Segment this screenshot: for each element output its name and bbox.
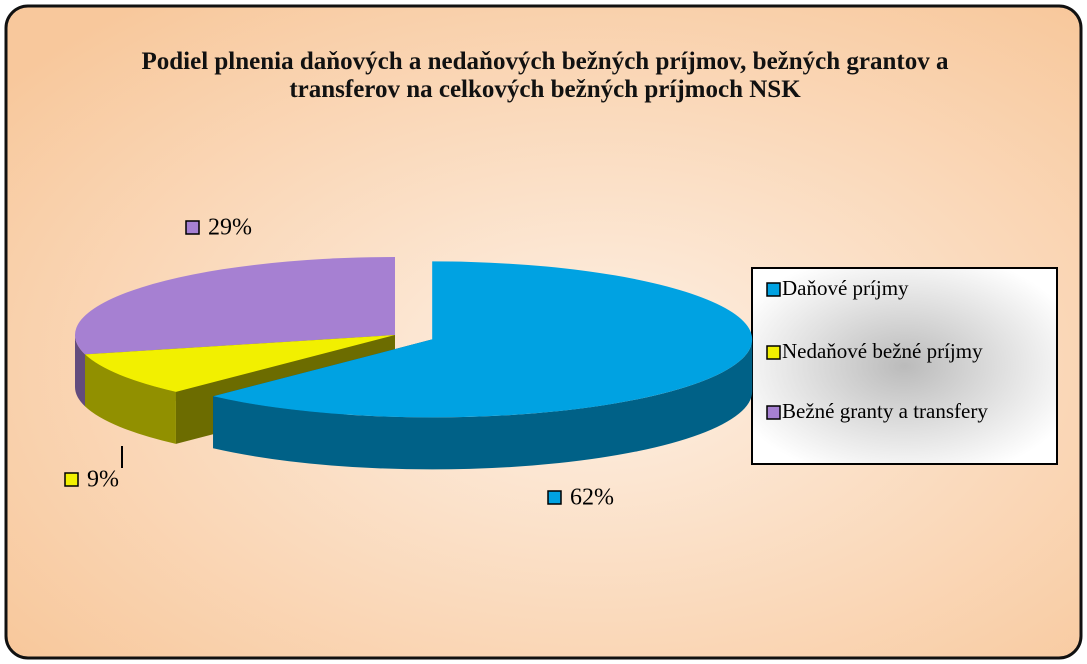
legend-key [766,345,781,360]
data-label: 62% [570,485,614,511]
legend-key [766,282,781,297]
slice [75,257,395,355]
slice-side [213,339,753,470]
slice-side [85,354,176,444]
legend: 62% 9% 29% Daňové príjmy Nedaňové bežné príj… [64,215,988,511]
data-label: 29% [208,215,252,241]
legend-label: Daňové príjmy [782,276,909,300]
legend-box [751,267,1058,465]
data-label-key [547,490,562,505]
slice [85,335,395,392]
data-label-key [64,472,79,487]
slice [213,261,753,418]
slice-side [75,335,86,407]
legend-label: Nedaňové bežné príjmy [782,339,983,363]
legend-label: Bežné granty a transfery [782,399,988,423]
data-label-key [185,220,200,235]
legend-key [766,405,781,420]
data-label: 9% [87,467,119,493]
pie [75,257,753,470]
chart-title: Podiel plnenia daňových a nedaňových bež… [141,48,949,103]
